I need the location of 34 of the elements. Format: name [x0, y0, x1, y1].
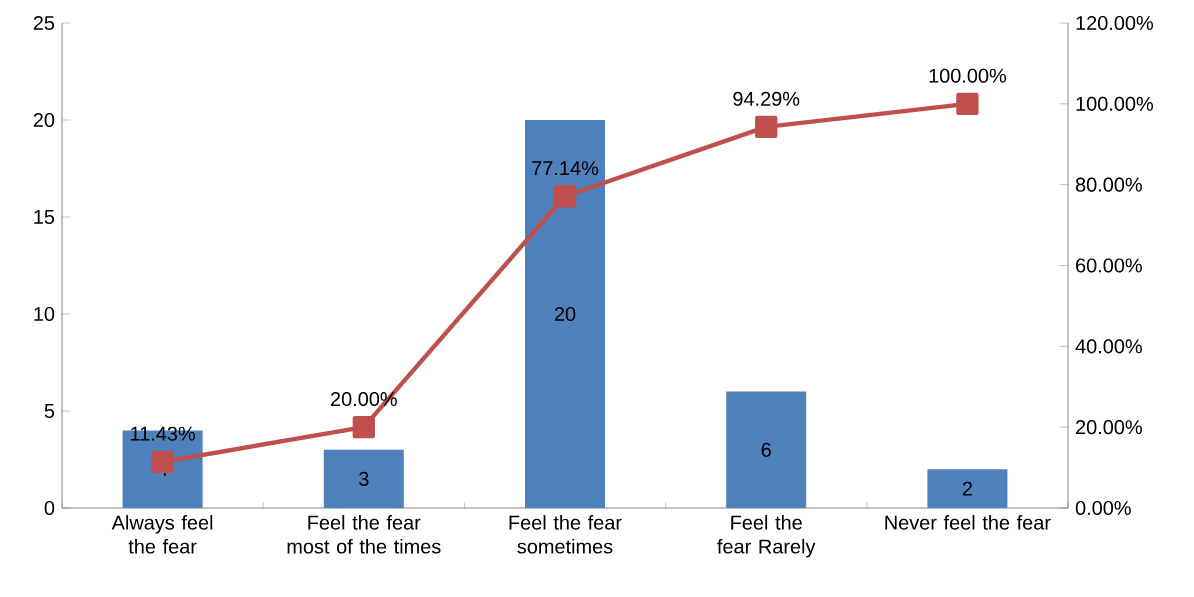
bar	[927, 469, 1008, 508]
x-tick-label: Always feel the fear	[111, 515, 213, 554]
data-label: 11.43%	[131, 426, 195, 441]
y-tick-label: 20	[33, 112, 55, 128]
data-label: 2	[962, 481, 972, 496]
y-tick-label: 25	[33, 15, 55, 31]
data-label: 20	[554, 306, 576, 322]
y-tick-label: 15	[34, 210, 55, 224]
y2-tick-label: 100.00%	[1076, 96, 1154, 111]
data-label: 94.29%	[733, 91, 800, 106]
y2-tick-label: 20.00%	[1076, 420, 1142, 435]
x-tick-label: Never feel the fear	[885, 515, 1051, 530]
data-label: 3	[359, 471, 369, 486]
x-tick-label: Feel the fear most of the times	[287, 515, 441, 554]
y2-tick-label: 0.00%	[1075, 500, 1131, 516]
x-tick-label: Feel the fear Rarely	[717, 515, 816, 558]
bar	[323, 449, 404, 508]
y2-tick-label: 120.00%	[1076, 15, 1154, 31]
data-label: 77.14%	[532, 161, 599, 176]
data-label: 6	[761, 442, 771, 457]
point	[755, 115, 778, 139]
y2-tick-label: 60.00%	[1076, 258, 1142, 273]
y-tick-label: 10	[34, 306, 55, 322]
point	[956, 92, 979, 115]
y-tick-label: 0	[44, 500, 55, 516]
y2-tick-label: 40.00%	[1075, 339, 1142, 354]
x-tick-label: Feel the fear sometimes	[509, 515, 622, 554]
bar	[525, 120, 605, 508]
y-tick-label: 5	[44, 404, 55, 418]
point	[553, 185, 577, 208]
data-label: 100.00%	[929, 68, 1007, 83]
y2-tick-label: 80.00%	[1075, 177, 1142, 192]
bar	[726, 391, 807, 508]
point	[352, 416, 375, 439]
